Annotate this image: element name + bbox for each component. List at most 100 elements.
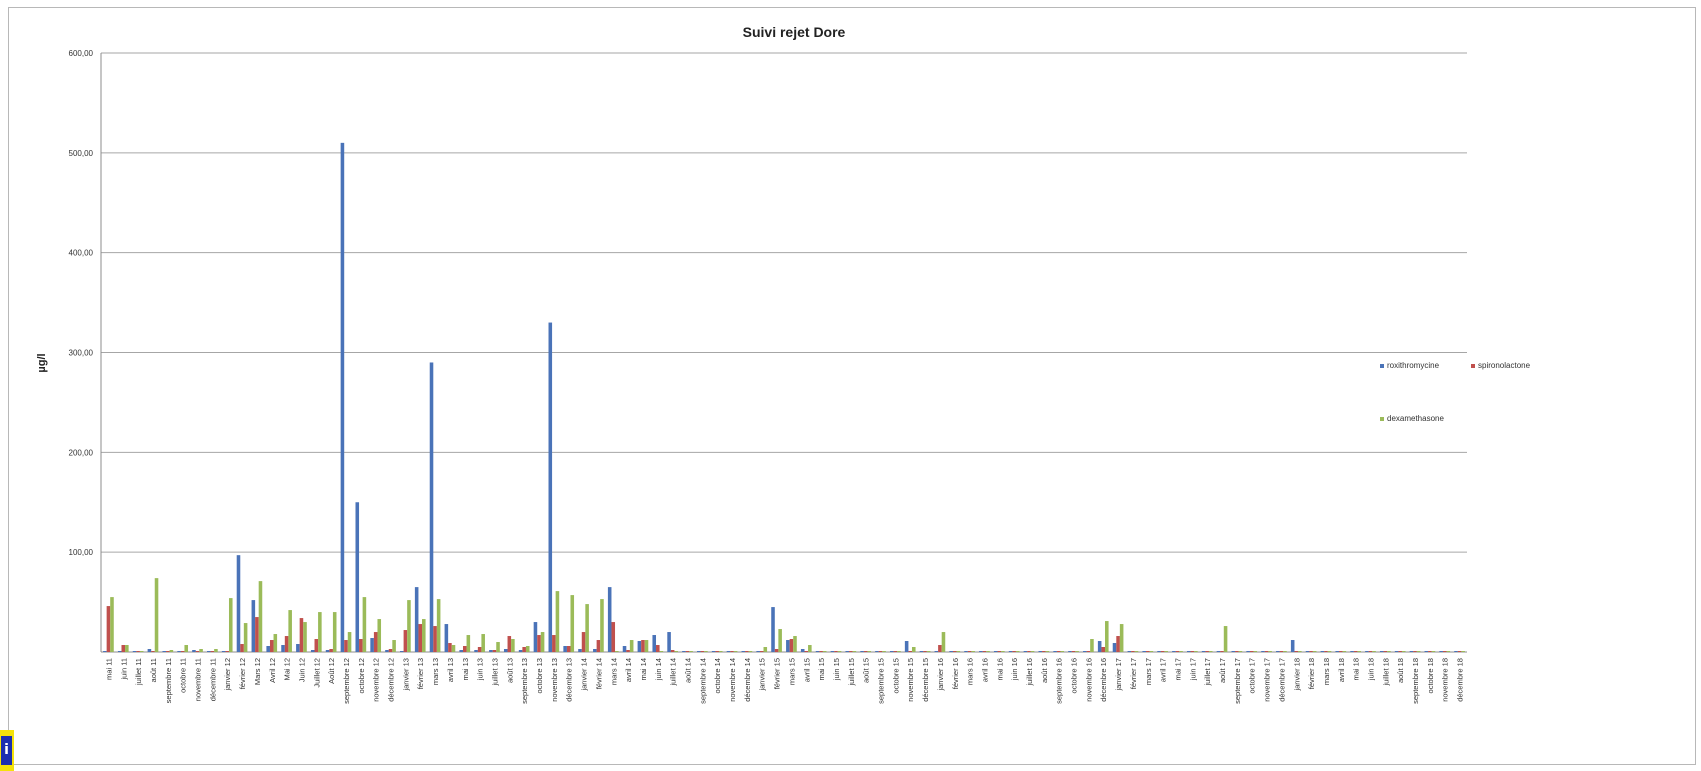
x-tick-label: janvier 15 [758, 658, 767, 692]
bar-spironolactone [849, 651, 853, 652]
x-tick-label: Juin 12 [297, 658, 306, 682]
y-axis-ticks: 100,00 200,00 300,00 400,00 500,00 600,00 [69, 49, 94, 557]
x-tick-label: janvier 16 [936, 658, 945, 692]
x-tick-label: octobre 15 [891, 658, 900, 693]
x-tick-label: janvier 13 [401, 658, 410, 692]
bar-dexamethasone [1401, 651, 1406, 652]
bar-roxithromycine [489, 650, 493, 652]
bar-dexamethasone [644, 640, 649, 652]
x-tick-label: octobre 17 [1248, 658, 1257, 693]
bar-spironolactone [477, 647, 482, 652]
bar-spironolactone [492, 650, 497, 652]
bar-roxithromycine [548, 322, 553, 652]
info-icon: i [1, 736, 12, 765]
x-tick-label: décembre 11 [208, 658, 217, 701]
bar-spironolactone [715, 651, 719, 652]
bar-spironolactone [180, 651, 185, 652]
bar-roxithromycine [1276, 651, 1280, 652]
legend-label: roxithromycine [1387, 361, 1440, 370]
bar-spironolactone [1442, 651, 1447, 652]
x-tick-label: octobre 13 [535, 658, 544, 693]
x-tick-label: mai 13 [461, 658, 470, 681]
bar-roxithromycine [1023, 651, 1028, 652]
bar-dexamethasone [1238, 651, 1243, 652]
bar-spironolactone [507, 636, 512, 652]
bar-dexamethasone [1001, 651, 1005, 652]
bar-roxithromycine [444, 624, 449, 652]
bar-roxithromycine [682, 651, 686, 652]
x-tick-label: juillet 11 [134, 658, 143, 686]
bar-roxithromycine [1424, 651, 1429, 652]
bar-spironolactone [166, 651, 170, 652]
x-tick-label: juin 18 [1366, 658, 1375, 681]
bar-dexamethasone [540, 632, 545, 652]
bar-spironolactone [359, 639, 363, 652]
x-tick-label: Juillet 12 [312, 658, 321, 688]
bar-roxithromycine [1142, 651, 1146, 652]
bar-dexamethasone [1387, 651, 1391, 652]
bar-dexamethasone [1253, 651, 1258, 652]
bar-dexamethasone [555, 591, 560, 652]
legend-label: spironolactone [1478, 361, 1531, 370]
x-tick-label: novembre 17 [1263, 658, 1272, 702]
bar-spironolactone [893, 651, 898, 652]
x-tick-label: août 18 [1396, 658, 1405, 683]
y-tick-label: 100,00 [69, 548, 94, 557]
bar-spironolactone [210, 651, 215, 652]
x-tick-label: septembre 14 [698, 658, 707, 704]
x-tick-label: novembre 14 [728, 658, 737, 702]
bar-roxithromycine [637, 641, 642, 652]
bar-spironolactone [700, 651, 705, 652]
legend-swatch [1380, 364, 1384, 368]
x-tick-label: novembre 13 [550, 658, 559, 702]
bar-roxithromycine [251, 600, 256, 652]
x-tick-label: mars 16 [966, 658, 975, 685]
bar-spironolactone [269, 640, 274, 652]
bar-dexamethasone [377, 619, 382, 652]
x-tick-label: décembre 17 [1277, 658, 1286, 702]
bar-roxithromycine [578, 649, 582, 652]
bar-spironolactone [997, 651, 1002, 652]
bar-dexamethasone [748, 651, 753, 652]
x-tick-label: septembre 11 [164, 658, 173, 703]
bar-roxithromycine [830, 651, 835, 652]
bar-dexamethasone [674, 651, 678, 652]
bar-dexamethasone [1298, 651, 1302, 652]
bar-roxithromycine [147, 649, 152, 652]
bar-roxithromycine [296, 644, 300, 652]
x-tick-label: novembre 18 [1441, 658, 1450, 702]
x-tick-label: juin 16 [1010, 658, 1019, 681]
bar-dexamethasone [169, 650, 174, 652]
bar-spironolactone [1368, 651, 1373, 652]
bar-spironolactone [462, 646, 467, 652]
legend: roxithromycine spironolactone dexamethason… [1380, 361, 1531, 423]
chart-frame: Suivi rejet Dore µg/l 100,00 200,00 300,00… [8, 7, 1696, 765]
bar-spironolactone [151, 651, 155, 652]
bar-dexamethasone [1327, 651, 1332, 652]
x-tick-label: octobre 14 [713, 658, 722, 693]
bar-dexamethasone [1015, 651, 1020, 652]
x-tick-label: mai 16 [995, 658, 1004, 681]
bar-roxithromycine [845, 651, 850, 652]
bar-roxithromycine [1290, 640, 1295, 652]
x-tick-label: septembre 17 [1233, 658, 1242, 704]
legend-swatch [1471, 364, 1475, 368]
bar-dexamethasone [1090, 639, 1094, 652]
bar-spironolactone [685, 651, 690, 652]
bar-spironolactone [522, 647, 526, 652]
bar-roxithromycine [281, 645, 285, 652]
bar-roxithromycine [607, 587, 612, 652]
bar-spironolactone [1235, 651, 1239, 652]
bar-dexamethasone [1446, 651, 1451, 652]
bar-spironolactone [1086, 651, 1091, 652]
bar-dexamethasone [392, 640, 396, 652]
x-tick-label: janvier 18 [1292, 658, 1301, 692]
x-tick-label: mars 18 [1322, 658, 1331, 685]
bar-dexamethasone [911, 647, 916, 652]
x-tick-label: juin 17 [1188, 658, 1197, 681]
bar-roxithromycine [117, 651, 122, 652]
y-tick-label: 300,00 [69, 349, 94, 358]
x-tick-label: septembre 13 [520, 658, 529, 704]
bar-roxithromycine [325, 650, 330, 652]
bar-roxithromycine [919, 651, 924, 652]
